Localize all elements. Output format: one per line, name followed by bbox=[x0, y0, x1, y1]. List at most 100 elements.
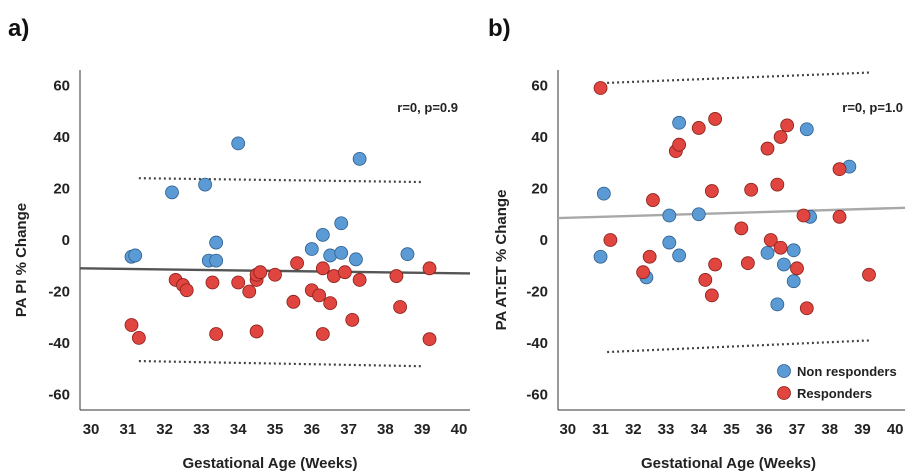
fit-lines bbox=[557, 71, 906, 354]
legend-marker-responders bbox=[777, 386, 791, 400]
x-tick-label: 31 bbox=[119, 421, 136, 438]
responder-point bbox=[642, 249, 657, 264]
x-tick-label: 30 bbox=[559, 421, 576, 438]
y-tick-label: 20 bbox=[531, 180, 548, 197]
responder-point bbox=[231, 275, 246, 290]
non-responder-point bbox=[760, 245, 775, 260]
responder-point bbox=[389, 269, 404, 283]
responder-point bbox=[672, 137, 687, 152]
responder-point bbox=[338, 265, 352, 280]
non-responder-point bbox=[662, 208, 677, 223]
x-tick-label: 35 bbox=[267, 421, 284, 438]
responder-point bbox=[249, 324, 264, 339]
y-tick-label: 0 bbox=[62, 232, 70, 249]
responder-point bbox=[773, 240, 788, 255]
y-axis-label: PA AT:ET % Change bbox=[493, 190, 510, 331]
responder-point bbox=[646, 193, 660, 207]
responder-point bbox=[593, 81, 608, 95]
x-tick-labels: 30 31 32 33 34 35 36 37 38 39 40 bbox=[559, 421, 903, 438]
non-responder-point bbox=[672, 248, 687, 263]
data-points bbox=[124, 136, 437, 347]
y-tick-labels: 60 40 20 0 -20 -40 -60 bbox=[48, 77, 70, 403]
responder-point bbox=[862, 267, 876, 282]
responder-point bbox=[832, 209, 847, 224]
non-responder-point bbox=[334, 216, 349, 231]
x-axis-label: Gestational Age (Weeks) bbox=[641, 455, 816, 472]
responder-point bbox=[124, 318, 139, 332]
y-tick-label: -20 bbox=[48, 284, 70, 301]
responder-point bbox=[763, 233, 778, 247]
responder-point bbox=[734, 221, 749, 236]
responder-point bbox=[315, 261, 330, 276]
confidence-bound-lower bbox=[138, 359, 423, 368]
responder-point bbox=[422, 332, 437, 347]
x-tick-label: 37 bbox=[789, 421, 806, 438]
responder-point bbox=[790, 261, 804, 276]
x-axis-label: Gestational Age (Weeks) bbox=[182, 455, 357, 472]
responder-point bbox=[345, 312, 360, 327]
x-tick-label: 39 bbox=[854, 421, 871, 438]
x-tick-label: 33 bbox=[193, 421, 210, 438]
responder-point bbox=[770, 177, 785, 192]
responder-point bbox=[760, 141, 775, 156]
responder-point bbox=[352, 273, 367, 287]
non-responder-point bbox=[776, 257, 791, 272]
data-points bbox=[593, 81, 876, 316]
responder-point bbox=[179, 283, 194, 298]
legend: Non responders Responders bbox=[777, 364, 897, 401]
non-responder-point bbox=[400, 247, 415, 262]
x-tick-label: 37 bbox=[340, 421, 357, 438]
x-tick-label: 34 bbox=[690, 421, 707, 438]
x-tick-label: 39 bbox=[414, 421, 431, 438]
x-tick-label: 40 bbox=[887, 421, 904, 438]
legend-marker-non-responders bbox=[777, 364, 791, 378]
responder-point bbox=[323, 296, 338, 311]
y-tick-label: 40 bbox=[531, 129, 548, 146]
panel-b-label: b) bbox=[488, 15, 511, 42]
panel-a-label: a) bbox=[8, 15, 29, 42]
x-tick-label: 36 bbox=[756, 421, 773, 438]
responder-point bbox=[131, 330, 146, 345]
non-responder-point bbox=[209, 253, 224, 268]
non-responder-point bbox=[786, 243, 801, 258]
y-tick-label: 60 bbox=[531, 77, 548, 94]
responder-point bbox=[799, 301, 814, 316]
x-tick-labels: 30 31 32 33 34 35 36 37 38 39 40 bbox=[83, 421, 468, 438]
non-responder-point bbox=[672, 115, 687, 130]
non-responder-point bbox=[770, 297, 785, 312]
non-responder-point bbox=[231, 136, 246, 151]
non-responder-point bbox=[209, 235, 224, 250]
y-tick-labels: 60 40 20 0 -20 -40 -60 bbox=[526, 77, 548, 403]
responder-point bbox=[290, 256, 304, 271]
y-tick-label: -40 bbox=[526, 335, 548, 352]
x-tick-label: 32 bbox=[156, 421, 173, 438]
y-tick-label: 0 bbox=[540, 232, 548, 249]
non-responder-point bbox=[352, 151, 367, 166]
responder-point bbox=[744, 182, 759, 197]
non-responder-point bbox=[593, 249, 608, 264]
non-responder-point bbox=[165, 185, 179, 200]
y-tick-label: -40 bbox=[48, 335, 70, 352]
responder-point bbox=[253, 265, 268, 280]
x-tick-label: 38 bbox=[377, 421, 394, 438]
y-tick-label: 40 bbox=[53, 129, 70, 146]
non-responder-point bbox=[786, 274, 801, 289]
legend-label-non-responders: Non responders bbox=[797, 364, 897, 379]
correlation-annotation: r=0, p=0.9 bbox=[397, 100, 458, 115]
x-tick-label: 38 bbox=[821, 421, 838, 438]
confidence-bound-upper bbox=[607, 71, 870, 84]
non-responder-point bbox=[304, 242, 319, 256]
x-tick-label: 33 bbox=[658, 421, 675, 438]
responder-point bbox=[315, 327, 330, 341]
x-tick-label: 30 bbox=[83, 421, 100, 438]
non-responder-point bbox=[198, 177, 212, 192]
responder-point bbox=[286, 294, 301, 309]
responder-point bbox=[636, 265, 651, 280]
responder-point bbox=[205, 275, 220, 290]
y-tick-label: -60 bbox=[48, 387, 70, 404]
responder-point bbox=[242, 284, 257, 299]
responder-point bbox=[708, 257, 723, 272]
non-responder-point bbox=[334, 245, 349, 260]
x-tick-label: 40 bbox=[451, 421, 468, 438]
